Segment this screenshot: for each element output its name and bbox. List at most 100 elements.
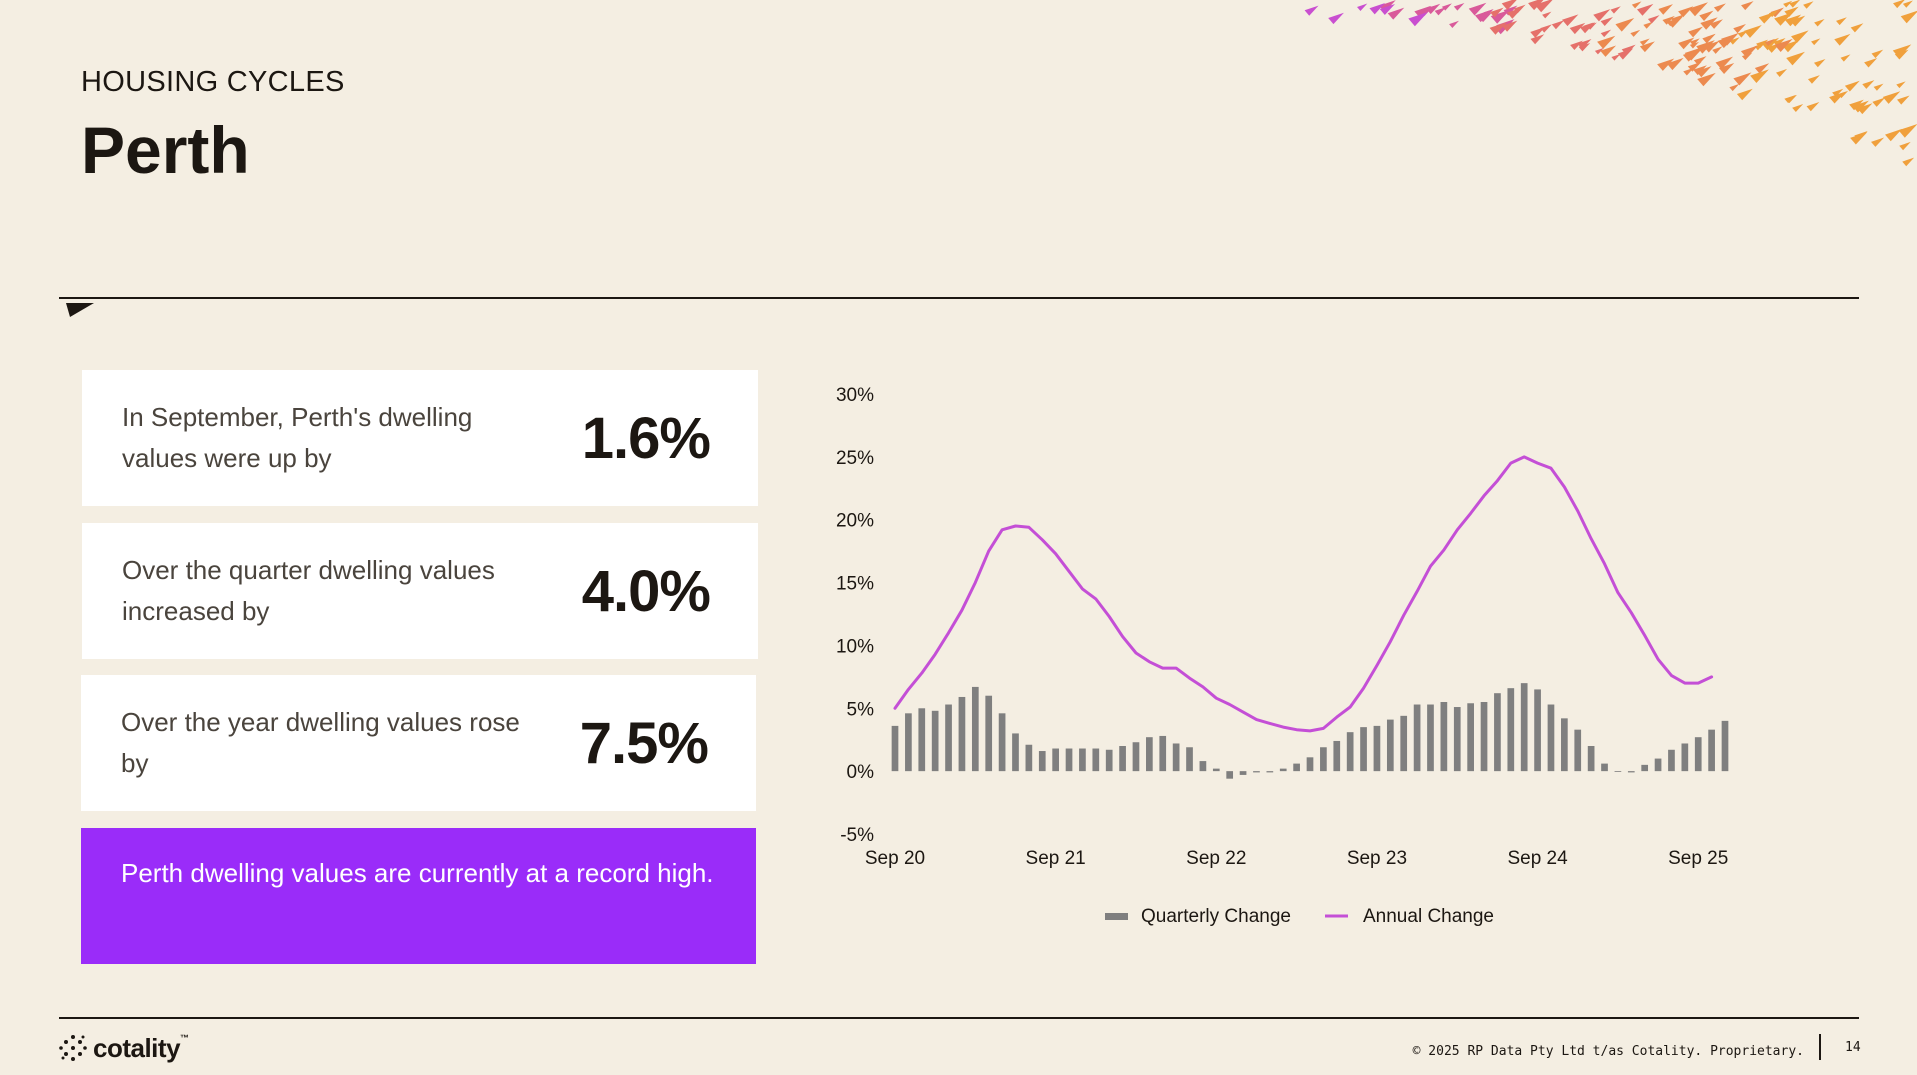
quarterly-bar: [1065, 748, 1073, 772]
decorative-arrow-mark: [1715, 56, 1734, 70]
decorative-arrow-mark: [1387, 7, 1405, 20]
decorative-arrow-mark: [1718, 62, 1735, 74]
quarterly-bar: [1373, 725, 1381, 772]
decorative-arrow-mark: [1689, 38, 1700, 46]
decorative-arrow-mark: [1699, 10, 1714, 21]
copyright-notice: © 2025 RP Data Pty Ltd t/as Cotality. Pr…: [1412, 1044, 1804, 1059]
legend-quarterly-swatch: [1105, 913, 1128, 920]
y-tick-label: 0%: [847, 762, 875, 783]
decorative-arrow-mark: [1790, 15, 1806, 27]
section-eyebrow: HOUSING CYCLES: [81, 66, 345, 98]
decorative-arrow-mark: [1600, 29, 1612, 38]
decorative-arrow-mark: [1832, 88, 1844, 97]
quarterly-bar: [1494, 693, 1501, 772]
decorative-arrow-mark: [1892, 44, 1912, 58]
decorative-arrow-mark: [1636, 3, 1654, 16]
x-tick-label: Sep 20: [865, 848, 925, 869]
decorative-arrow-mark: [1897, 95, 1910, 105]
decorative-arrow-mark: [1862, 80, 1875, 89]
stat-description: Over the quarter dwelling values increas…: [122, 555, 495, 626]
decorative-arrow-mark: [1896, 81, 1906, 89]
quarterly-bar: [1038, 751, 1046, 772]
decorative-arrow-mark: [1542, 11, 1552, 19]
y-tick-label: 25%: [836, 448, 874, 469]
quarterly-bar: [1507, 688, 1515, 772]
bottom-divider: [59, 1017, 1859, 1019]
decorative-arrow-mark: [1850, 23, 1864, 33]
decorative-arrow-mark: [1829, 91, 1846, 104]
decorative-arrow-mark: [1774, 12, 1794, 26]
decorative-arrow-mark: [1682, 49, 1701, 62]
y-tick-label: -5%: [840, 825, 874, 846]
x-tick-label: Sep 22: [1186, 848, 1246, 869]
decorative-arrow-mark: [1328, 12, 1344, 25]
quarterly-bar: [1708, 729, 1715, 772]
quarterly-bar: [905, 713, 912, 772]
decorative-arrow-mark: [1611, 53, 1621, 61]
decorative-arrow-mark: [1761, 37, 1780, 51]
quarterly-bar: [1025, 744, 1033, 772]
decorative-arrow-mark: [1712, 46, 1723, 54]
decorative-arrow-mark: [1474, 9, 1493, 23]
decorative-arrow-mark: [1814, 18, 1825, 27]
stat-description: Over the year dwelling values rose by: [121, 707, 520, 778]
quarterly-bar: [1333, 740, 1341, 772]
decorative-arrow-mark: [1758, 11, 1776, 24]
quarterly-bar: [1520, 683, 1528, 772]
decorative-arrow-mark: [1693, 65, 1707, 76]
quarterly-bar: [1092, 748, 1100, 772]
decorative-arrow-mark: [1834, 33, 1851, 46]
stat-value: 1.6%: [581, 405, 711, 471]
decorative-arrow-mark: [1658, 4, 1673, 15]
housing-cycle-chart: 30% 25% 20% 15% 10% 5% 0% -5%Sep 20 Sep 21 Sep 22…: [836, 385, 1729, 927]
decorative-arrow-mark: [1490, 9, 1511, 24]
decorative-arrow-mark: [1729, 83, 1740, 92]
quarterly-bar: [1668, 749, 1675, 772]
decorative-arrow-mark: [1657, 58, 1675, 71]
decorative-arrow-mark: [1784, 94, 1796, 104]
quarterly-bar: [985, 695, 993, 772]
decorative-arrow-mark: [1453, 3, 1465, 11]
decorative-arrow-mark: [1775, 68, 1788, 77]
decorative-arrow-mark: [1600, 16, 1614, 26]
quarterly-bar: [1159, 735, 1167, 772]
decorative-arrow-mark: [1899, 141, 1911, 151]
decorative-arrow-mark: [1683, 67, 1695, 76]
decorative-arrow-mark: [1507, 7, 1523, 19]
decorative-arrow-mark: [1803, 1, 1814, 9]
decorative-arrow-mark: [1594, 47, 1604, 55]
quarterly-bar: [1105, 749, 1113, 772]
quarterly-bar: [1012, 733, 1019, 772]
quarterly-bar: [1721, 720, 1729, 772]
quarterly-bar: [1132, 742, 1140, 772]
quarterly-bar: [1694, 737, 1702, 772]
stat-card-annual: Over the year dwelling values rose by 7.…: [81, 675, 756, 811]
quarterly-bar: [1266, 771, 1274, 773]
quarterly-bar: [1386, 719, 1394, 772]
quarterly-bar: [1467, 703, 1474, 772]
cotality-logo: cotality™: [57, 1030, 189, 1066]
decorative-arrow-mark: [1534, 0, 1553, 13]
page-number-separator: [1819, 1034, 1821, 1060]
decorative-arrow-mark: [1688, 26, 1703, 38]
decorative-arrow-mark: [1786, 51, 1805, 66]
decorative-arrow-mark: [1741, 1, 1754, 11]
quarterly-bar: [931, 710, 939, 772]
decorative-arrow-mark: [1562, 14, 1579, 27]
decorative-arrow-mark: [1864, 57, 1878, 68]
decorative-arrow-mark: [1593, 9, 1611, 22]
decorative-arrow-mark: [1721, 32, 1739, 46]
decorative-arrow-mark: [1586, 22, 1597, 30]
decorative-arrow-mark: [1449, 20, 1459, 28]
decorative-arrow-mark: [1304, 5, 1319, 16]
decorative-arrow-mark: [1441, 3, 1452, 11]
decorative-arrow-mark: [1570, 40, 1583, 50]
decorative-arrow-mark: [1713, 3, 1726, 13]
quarterly-bar: [998, 713, 1006, 772]
y-tick-label: 15%: [836, 574, 874, 595]
decorative-arrow-mark: [1530, 26, 1546, 38]
decorative-arrow-mark: [1408, 11, 1429, 27]
decorative-arrow-mark: [1643, 21, 1654, 29]
brand-wordmark: cotality™: [93, 1032, 189, 1063]
quarterly-bar: [1547, 704, 1555, 772]
